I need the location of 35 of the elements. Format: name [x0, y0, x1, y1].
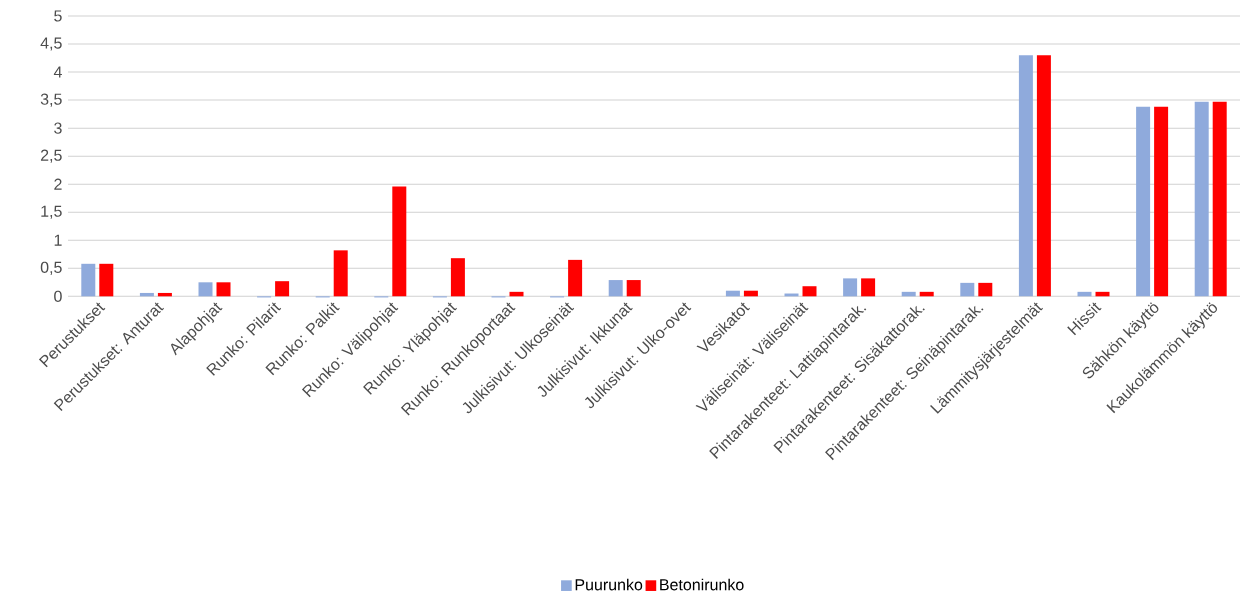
y-tick-label: 3,5 [40, 93, 62, 107]
bar [198, 282, 213, 297]
bar [1212, 101, 1227, 297]
y-tick-label: 4,5 [40, 37, 62, 51]
bar [1036, 55, 1051, 297]
legend-label: Puurunko [575, 578, 643, 591]
legend-label: Betonirunko [660, 578, 744, 591]
y-tick-label: 0,5 [40, 261, 62, 275]
y-tick-label: 1 [54, 234, 62, 246]
bar [608, 280, 623, 297]
bar [978, 282, 993, 297]
bar [216, 282, 231, 297]
bar [861, 278, 876, 297]
bar [392, 186, 407, 297]
bar [843, 278, 858, 297]
bar [81, 263, 96, 297]
bar [1136, 106, 1151, 297]
bar [450, 258, 465, 297]
bar [802, 286, 817, 297]
bar [333, 250, 348, 297]
bar [1018, 55, 1033, 297]
bar [1154, 106, 1169, 297]
bar [960, 282, 975, 297]
y-tick-label: 5 [54, 10, 62, 22]
bar [568, 259, 583, 297]
bar [1194, 101, 1209, 297]
bar [99, 263, 114, 297]
y-tick-label: 0 [54, 290, 62, 302]
bar [626, 280, 641, 297]
y-tick-label: 4 [53, 66, 62, 78]
y-tick-label: 2,5 [40, 149, 62, 163]
bar [275, 281, 290, 297]
y-tick-label: 3 [54, 122, 62, 134]
y-tick-label: 2 [54, 178, 62, 190]
y-tick-label: 1,5 [41, 205, 62, 219]
